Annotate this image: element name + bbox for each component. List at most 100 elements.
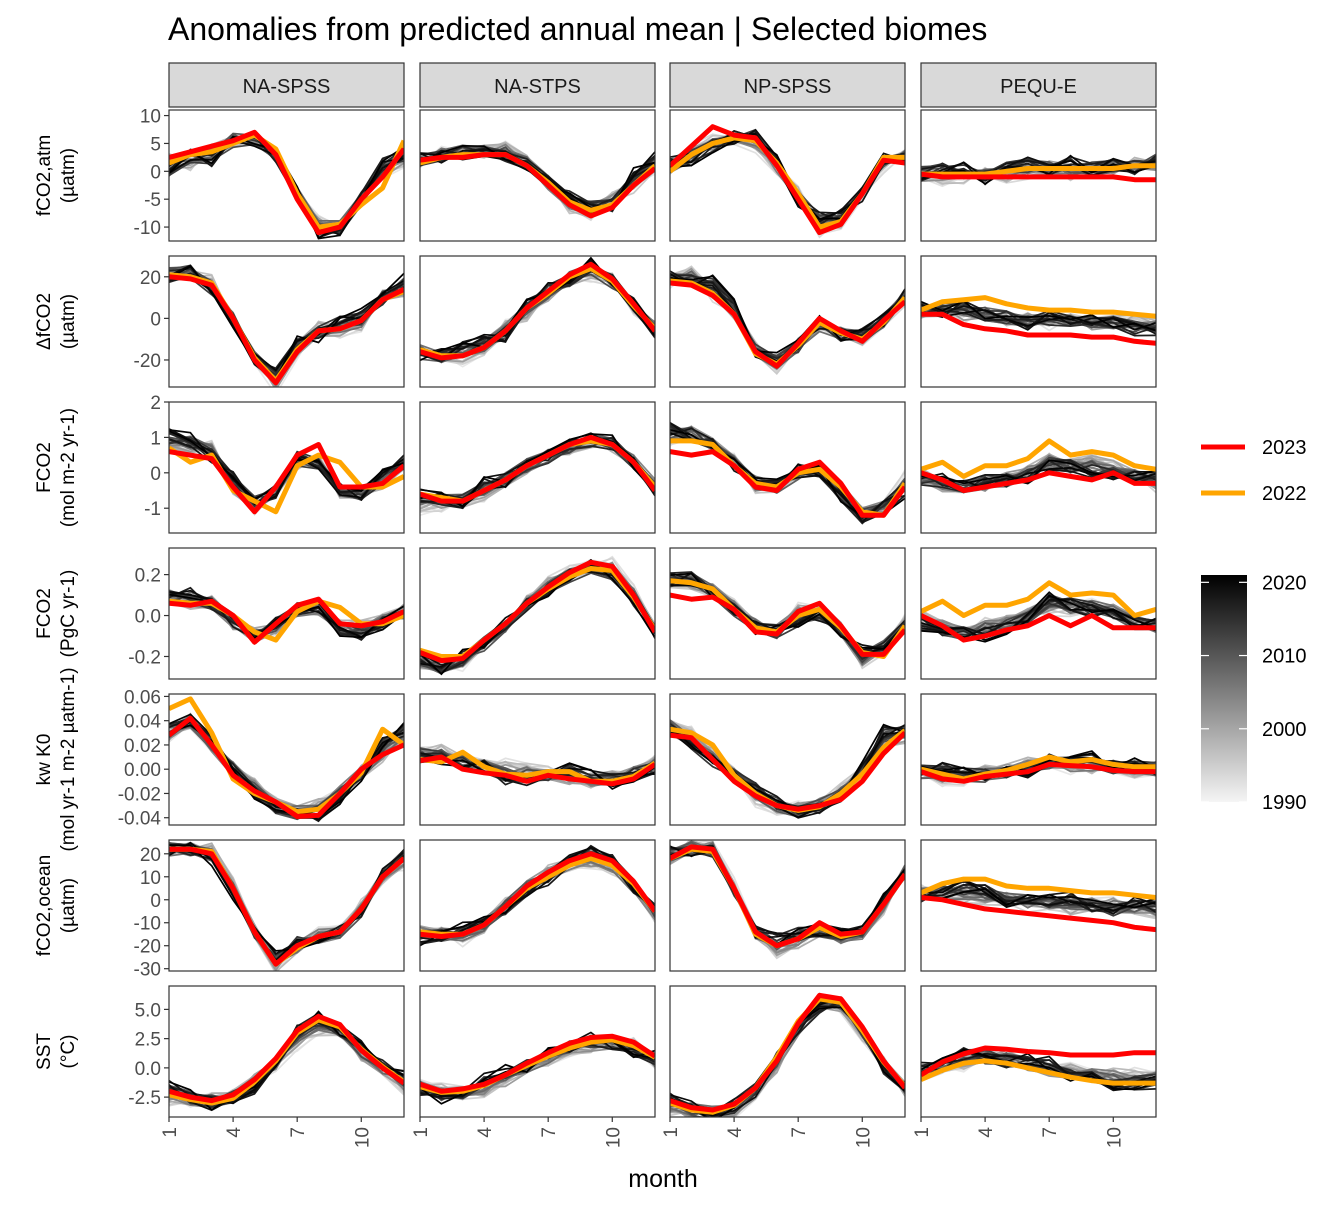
series-line-2023 — [921, 470, 1156, 493]
panel-border — [669, 547, 906, 680]
series-line-2023 — [670, 449, 905, 518]
panel-fco2ocean-na-spss — [168, 839, 405, 972]
panel-kwk0-na-stps — [419, 693, 656, 826]
series-line-2023 — [670, 730, 905, 812]
series-line-2023 — [169, 1013, 404, 1104]
series-line-2023 — [921, 761, 1156, 784]
x-tick-label: 1 — [661, 1127, 682, 1138]
colorbar-tick-label: 2000 — [1262, 719, 1307, 741]
y-tick-label: -1 — [144, 499, 161, 520]
series-line-2022 — [921, 163, 1156, 177]
series-line-2023 — [420, 754, 655, 787]
series-line-2022 — [921, 1058, 1156, 1086]
panel-border — [920, 839, 1157, 972]
panel-dfco2-pequ-e — [920, 255, 1157, 388]
panel-dfco2-na-stps — [419, 255, 656, 388]
panel-border — [168, 839, 405, 972]
chart-title: Anomalies from predicted annual mean | S… — [168, 11, 987, 47]
facet-strip-pequ-e: PEQU-E — [920, 62, 1157, 108]
panel-border — [669, 985, 906, 1118]
colorbar-tick-label: 2010 — [1262, 646, 1307, 668]
panel-fco2_pgc-pequ-e — [920, 547, 1157, 680]
panel-border — [419, 109, 656, 242]
y-axis-title-line: kw K0 — [34, 734, 55, 786]
y-axis-title-fco2_mol: FCO2 (mol m-2 yr-1) — [34, 408, 79, 527]
series-line-2020 — [921, 309, 1156, 331]
x-tick-label: 1 — [912, 1127, 933, 1138]
y-axis-title-fco2ocean: fCO2,ocean (µatm) — [34, 855, 79, 956]
y-tick-label: -0.02 — [118, 784, 161, 805]
y-tick-label: 10 — [140, 107, 161, 128]
legend: 2023 2022 2020 2010 2000 1990 — [1201, 437, 1307, 814]
panel-border — [419, 401, 656, 534]
series-line-2021 — [921, 300, 1156, 332]
y-tick-label: 0 — [150, 891, 161, 912]
y-tick-label: 0.2 — [135, 566, 161, 587]
y-axis-title-dfco2: ΔfCO2 (µatm) — [34, 293, 79, 350]
y-axis-title-line: fCO2,atm — [34, 135, 55, 216]
series-line-2023 — [921, 613, 1156, 643]
x-tick-label: 4 — [475, 1127, 496, 1138]
y-tick-label: 10 — [140, 868, 161, 889]
panel-fco2ocean-na-stps — [419, 839, 656, 972]
series-line-2023 — [420, 261, 655, 361]
x-tick-label: 10 — [603, 1127, 624, 1148]
facet-strip-np-spss: NP-SPSS — [669, 62, 906, 108]
y-axis-title-sst: SST (°C) — [34, 1033, 79, 1070]
y-axis-title-line: (mol yr-1 m-2 µatm-1) — [58, 667, 79, 851]
series-line-2023 — [169, 274, 404, 386]
legend-label: 2022 — [1262, 483, 1307, 505]
panel-border — [419, 839, 656, 972]
panel-border — [920, 693, 1157, 826]
y-tick-label: -20 — [134, 937, 161, 958]
facet-strip-na-spss: NA-SPSS — [168, 62, 405, 108]
facet-strip-label: PEQU-E — [1000, 76, 1077, 98]
series-line-2023 — [420, 851, 655, 939]
panel-dfco2-na-spss — [168, 255, 405, 388]
panel-kwk0-na-spss — [168, 693, 405, 826]
series-line-2022 — [921, 580, 1156, 618]
y-tick-label: 0.02 — [124, 736, 161, 757]
series-line-2023 — [921, 1045, 1156, 1078]
y-tick-label: 20 — [140, 268, 161, 289]
x-tick-label: 7 — [1040, 1127, 1061, 1138]
y-tick-label: 0.0 — [135, 1059, 161, 1080]
legend-label: 2023 — [1262, 437, 1307, 459]
panel-border — [920, 255, 1157, 388]
colorbar-tick-label: 2020 — [1262, 572, 1307, 594]
y-tick-label: -0.2 — [128, 647, 161, 668]
y-tick-label: -5 — [144, 190, 161, 211]
y-axis-title-line: (µatm) — [58, 148, 79, 203]
panel-fco2ocean-pequ-e — [920, 839, 1157, 972]
panel-border — [168, 401, 405, 534]
y-tick-label: -20 — [134, 351, 161, 372]
x-tick-label: 7 — [288, 1127, 309, 1138]
y-tick-label: 2 — [150, 393, 161, 414]
panel-fco2_mol-np-spss — [669, 401, 906, 534]
panel-dfco2-np-spss — [669, 255, 906, 388]
series-line-2023 — [420, 434, 655, 504]
panel-sst-na-spss — [168, 985, 405, 1118]
series-line-2021 — [169, 265, 404, 382]
panel-border — [419, 693, 656, 826]
y-tick-label: -2.5 — [128, 1088, 161, 1109]
colorbar-tick-label: 1990 — [1262, 792, 1307, 814]
panel-fco2_pgc-np-spss — [669, 547, 906, 680]
panel-fco2atm-na-stps — [419, 109, 656, 242]
series-line-2023 — [670, 844, 905, 949]
y-axis-title-line: (µatm) — [58, 294, 79, 349]
y-tick-label: 2.5 — [135, 1030, 161, 1051]
panel-fco2_pgc-na-spss — [168, 547, 405, 680]
panel-kwk0-np-spss — [669, 693, 906, 826]
panel-fco2_pgc-na-stps — [419, 547, 656, 680]
series-line-2023 — [169, 596, 404, 645]
panel-border — [419, 255, 656, 388]
y-tick-label: 0 — [150, 464, 161, 485]
y-axis-title-line: FCO2 — [34, 442, 55, 493]
panel-border — [419, 547, 656, 680]
y-tick-label: 0 — [150, 162, 161, 183]
panel-border — [168, 547, 405, 680]
y-tick-label: 0.00 — [124, 760, 161, 781]
panel-border — [920, 547, 1157, 680]
